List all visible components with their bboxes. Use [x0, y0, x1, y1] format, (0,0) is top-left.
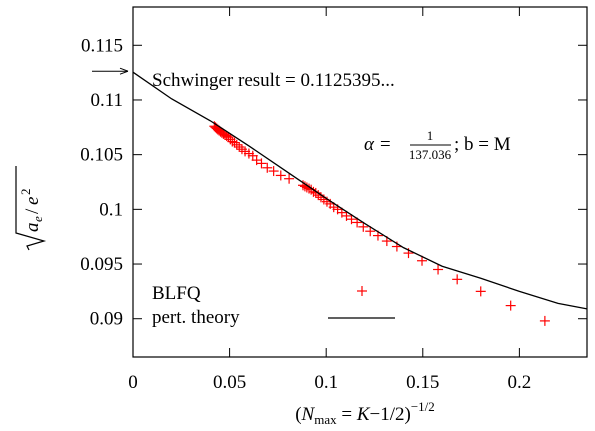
legend: BLFQ pert. theory: [152, 283, 395, 328]
data-point: [284, 173, 295, 184]
svg-text:a: a: [22, 223, 43, 233]
svg-text:α =: α =: [364, 134, 392, 155]
data-point: [229, 137, 240, 148]
data-point: [505, 300, 516, 311]
y-tick-label: 0.105: [80, 145, 123, 166]
data-point: [262, 162, 273, 173]
svg-text:137.036: 137.036: [409, 147, 452, 162]
series-layer: [132, 71, 588, 326]
data-point: [539, 315, 550, 326]
legend-label-pert: pert. theory: [152, 307, 240, 328]
data-point: [256, 158, 267, 169]
svg-text:e: e: [30, 216, 45, 222]
data-point: [475, 286, 486, 297]
svg-text:2: 2: [18, 189, 33, 196]
schwinger-annotation: Schwinger result = 0.1125395...: [152, 70, 395, 91]
data-point: [417, 255, 428, 266]
data-point: [346, 214, 357, 225]
svg-text:; b = M: ; b = M: [454, 134, 511, 155]
data-point: [452, 274, 463, 285]
schwinger-arrow: [92, 67, 129, 75]
tick-labels: 0 0.05 0.1 0.15 0.2 0.09 0.095 0.1 0.105 0.11 0.11…: [80, 35, 531, 393]
parameter-annotation: α = 1 137.036 ; b = M: [364, 128, 511, 162]
data-point: [231, 139, 242, 150]
svg-text:e: e: [22, 197, 43, 205]
y-tick-label: 0.11: [90, 90, 123, 111]
x-tick-label: 0.05: [213, 372, 246, 393]
data-point: [275, 170, 286, 181]
x-axis-label: (Nmax = K−1/2)−1/2: [295, 399, 435, 427]
x-tick-label: 0.2: [508, 372, 532, 393]
y-axis-label: a e / e 2: [15, 166, 47, 251]
x-tick-label: 0: [128, 372, 138, 393]
data-point: [268, 166, 279, 177]
axis-ticks: [132, 7, 587, 357]
x-tick-label: 0.15: [406, 372, 439, 393]
x-tick-label: 0.1: [314, 372, 338, 393]
y-tick-label: 0.115: [81, 35, 123, 56]
pert-theory-line: [132, 71, 588, 310]
data-point: [234, 142, 245, 152]
legend-marker-blfq: [357, 286, 367, 296]
svg-text:/: /: [22, 208, 43, 214]
y-tick-label: 0.09: [90, 309, 123, 330]
data-point: [433, 264, 444, 275]
data-point: [358, 221, 369, 232]
y-tick-label: 0.095: [80, 254, 123, 275]
legend-label-blfq: BLFQ: [152, 283, 201, 304]
plot-border: [132, 6, 588, 358]
data-point: [365, 226, 376, 237]
plot-frame: [132, 6, 588, 358]
y-tick-label: 0.1: [99, 199, 123, 220]
data-point: [341, 210, 352, 221]
svg-text:1: 1: [427, 128, 434, 143]
